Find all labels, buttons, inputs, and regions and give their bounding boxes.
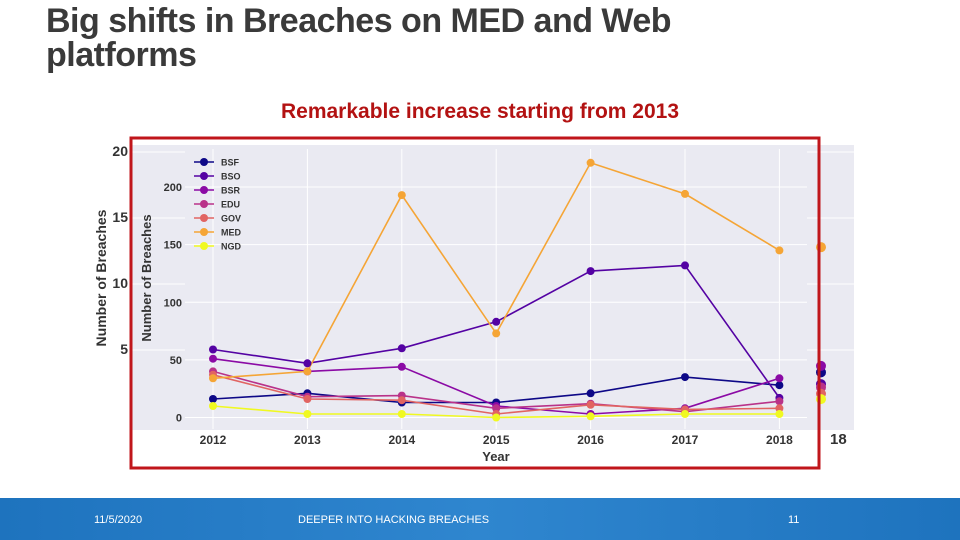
legend-label-bso: BSO [221,172,241,182]
y-tick-label: 0 [176,412,182,424]
data-point-ngd [492,413,501,422]
slide-title: Big shifts in Breaches on MED and Web pl… [46,2,672,74]
data-point-ngd [209,402,217,410]
legend-label-bsf: BSF [221,158,240,168]
data-point-ngd [586,412,595,421]
data-point-ngd [397,410,406,418]
y-tick-label: 200 [164,182,182,194]
x-tick-label: 2018 [766,433,793,447]
data-point-bsr [397,362,406,371]
data-point-ngd [775,410,784,418]
back-y-axis-label: Number of Breaches [93,209,109,346]
back-y-tick: 10 [112,275,128,291]
footer-title: DEEPER INTO HACKING BREACHES [298,514,490,526]
legend-marker-med [200,228,208,236]
legend-marker-ngd [200,242,208,250]
data-point-gov [586,400,595,409]
legend-marker-bsr [200,186,208,194]
back-x-tick-18: 18 [830,431,847,448]
x-axis-label: Year [482,449,509,464]
data-point-bsr [209,354,217,363]
data-point-bso [209,345,217,354]
x-tick-label: 2017 [672,433,699,447]
legend-label-edu: EDU [221,200,240,210]
data-point-med [303,367,312,376]
data-point-bsf [681,373,689,382]
data-point-gov [303,395,312,403]
data-point-bsf [586,389,595,398]
data-point-bso [681,261,689,270]
data-point-gov [397,396,406,405]
back-y-tick: 20 [112,143,128,159]
legend-label-ngd: NGD [221,242,242,252]
legend-marker-edu [200,200,208,208]
legend-label-med: MED [221,228,242,238]
y-tick-label: 50 [170,355,182,367]
x-tick-label: 2015 [483,433,510,447]
legend-marker-bsf [200,158,208,166]
data-point-bso [303,359,312,368]
legend-label-bsr: BSR [221,186,241,196]
back-y-tick: 5 [120,341,128,357]
y-axis-label: Number of Breaches [139,214,154,341]
footer-bar: 11/5/2020 DEEPER INTO HACKING BREACHES 1… [0,498,960,540]
y-tick-label: 150 [164,240,182,252]
data-point-edu [775,397,784,406]
data-point-ngd [303,410,312,418]
data-point-ngd [681,410,689,418]
data-point-bso [397,344,406,353]
data-point-med [492,329,501,338]
x-tick-label: 2013 [294,433,321,447]
data-point-edu [492,404,501,413]
slide-subtitle: Remarkable increase starting from 2013 [280,100,680,123]
data-point-med [397,191,406,200]
back-y-tick: 15 [112,209,128,225]
footer-date: 11/5/2020 [94,514,143,526]
data-point-bso [586,267,595,276]
x-tick-label: 2014 [388,433,415,447]
y-tick-label: 100 [164,297,182,309]
page-number: 11 [788,514,800,526]
data-point-bsf [775,381,784,390]
data-point-med [775,246,784,255]
x-tick-label: 2016 [577,433,604,447]
data-point-med [681,189,689,198]
legend-marker-gov [200,214,208,222]
data-point-gov [775,404,784,413]
data-point-bsf [209,395,217,403]
legend-label-gov: GOV [221,214,241,224]
data-point-bsr [775,374,784,383]
data-point-med [586,158,595,167]
highlight-box [129,136,821,470]
data-point-med [209,374,217,383]
x-tick-label: 2012 [200,433,227,447]
chart-area: 20 15 10 5 Number of Breaches 18 0 50 100 150 2… [90,133,870,473]
legend-marker-bso [200,172,208,180]
data-point-bso [492,317,501,326]
legend: BSF BSO BSR EDU GOV MED NGD [194,158,242,252]
